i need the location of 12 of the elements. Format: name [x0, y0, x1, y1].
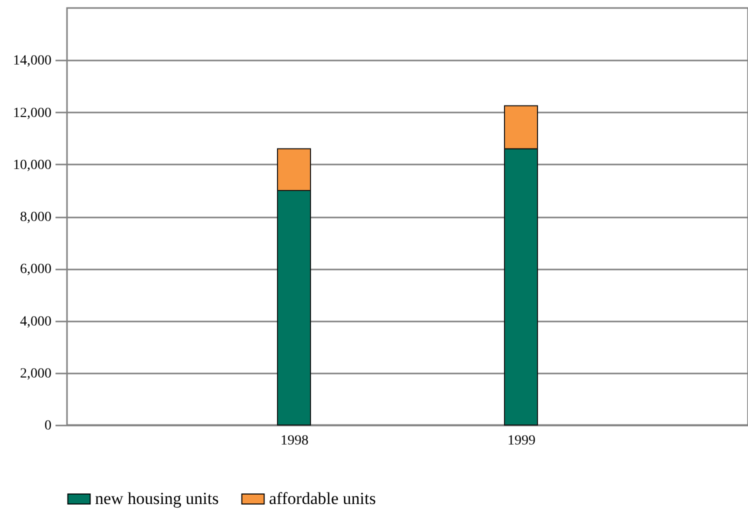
- y-tick-label: 8,000: [20, 210, 52, 225]
- y-tick-label: 10,000: [13, 158, 52, 173]
- y-tick-label: 4,000: [20, 314, 52, 330]
- legend-label: affordable units: [269, 489, 376, 508]
- x-tick-label: 1999: [508, 434, 536, 448]
- x-tick-label: 1998: [280, 434, 308, 448]
- y-tick-label: 2,000: [20, 366, 52, 382]
- y-tick-label: 14,000: [13, 54, 52, 69]
- legend-label: new housing units: [95, 489, 219, 508]
- y-tick-label: 0: [44, 418, 52, 434]
- y-tick-label: 6,000: [20, 262, 52, 278]
- y-tick-label: 12,000: [13, 106, 52, 121]
